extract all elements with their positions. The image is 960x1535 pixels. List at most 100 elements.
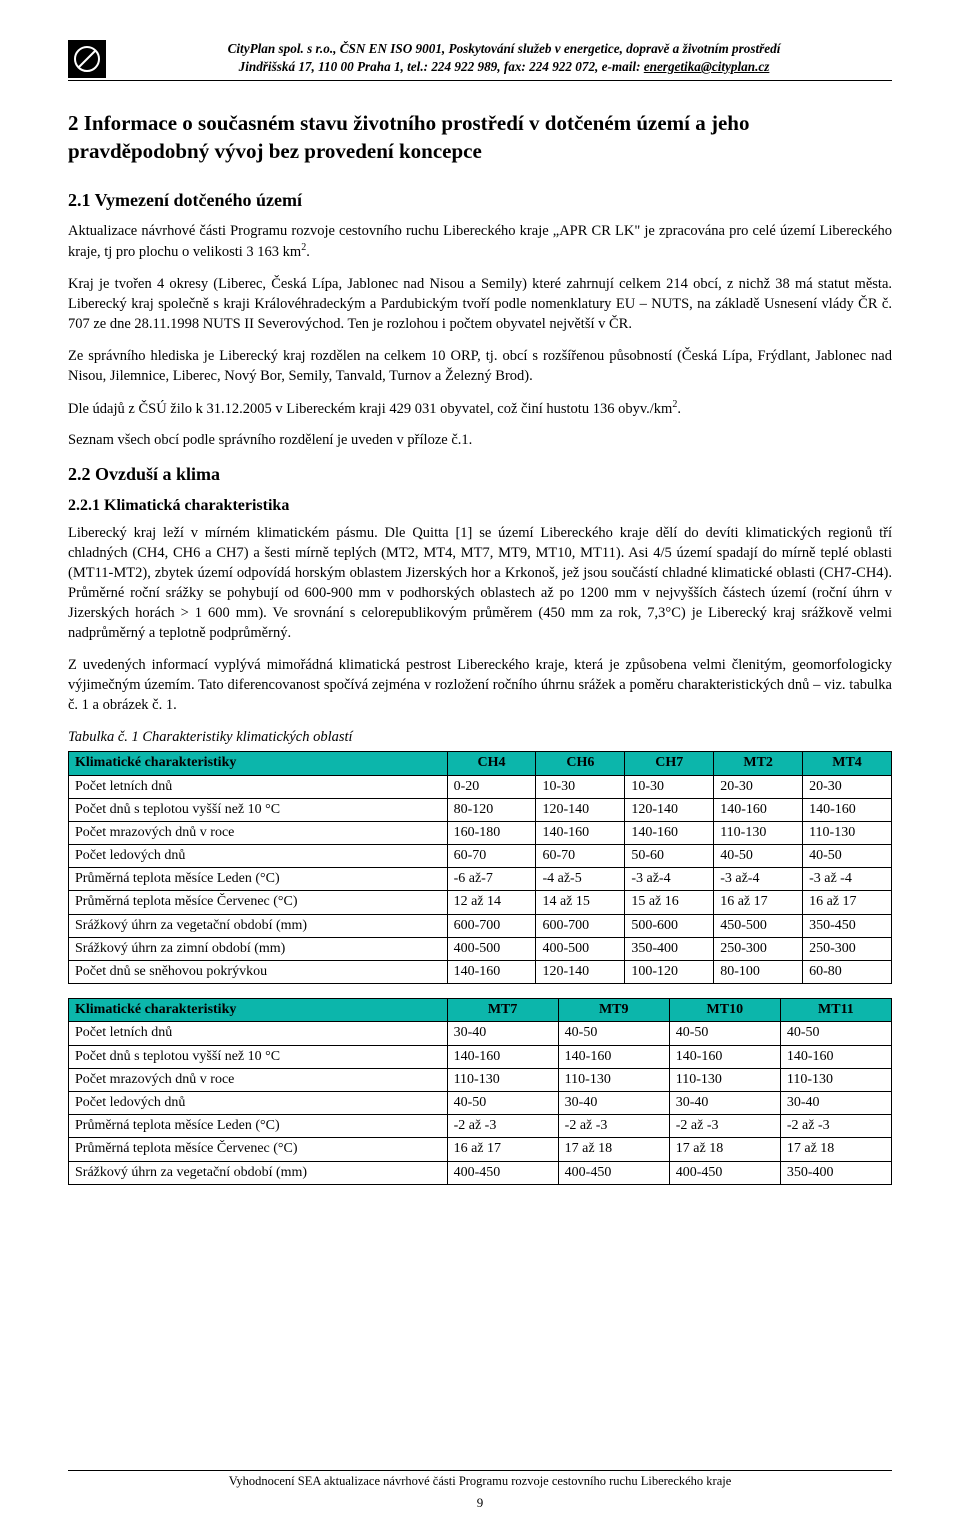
header-line1: CityPlan spol. s r.o., ČSN EN ISO 9001, … xyxy=(228,41,781,56)
table-cell: 400-500 xyxy=(447,937,536,960)
para-5: Seznam všech obcí podle správního rozděl… xyxy=(68,430,892,450)
table-row: Průměrná teplota měsíce Červenec (°C)12 … xyxy=(69,891,892,914)
table-cell: 140-160 xyxy=(714,798,803,821)
table-row: Počet mrazových dnů v roce 110-130110-130… xyxy=(69,1068,892,1091)
para-3: Ze správního hlediska je Liberecký kraj … xyxy=(68,346,892,386)
table-cell: 15 až 16 xyxy=(625,891,714,914)
table-row: Srážkový úhrn za zimní období (mm)400-50… xyxy=(69,937,892,960)
table-cell: 450-500 xyxy=(714,914,803,937)
table-cell: 40-50 xyxy=(714,845,803,868)
table-cell: Průměrná teplota měsíce Leden (°C) xyxy=(69,1115,448,1138)
para-4-a: Dle údajů z ČSÚ žilo k 31.12.2005 v Libe… xyxy=(68,400,672,416)
table-cell: 0-20 xyxy=(447,775,536,798)
table-header-cell: CH7 xyxy=(625,752,714,775)
table-row: Počet letních dnů0-2010-3010-3020-3020-3… xyxy=(69,775,892,798)
page: CityPlan spol. s r.o., ČSN EN ISO 9001, … xyxy=(0,0,960,1535)
table-cell: 600-700 xyxy=(536,914,625,937)
table-row: Průměrná teplota měsíce Červenec (°C)16 … xyxy=(69,1138,892,1161)
section-2-title: 2 Informace o současném stavu životního … xyxy=(68,109,892,166)
para-1: Aktualizace návrhové části Programu rozv… xyxy=(68,221,892,262)
table-cell: Srážkový úhrn za zimní období (mm) xyxy=(69,937,448,960)
para-1-a: Aktualizace návrhové části Programu rozv… xyxy=(68,223,892,260)
table-cell: 60-70 xyxy=(447,845,536,868)
table-cell: 14 až 15 xyxy=(536,891,625,914)
table-cell: 110-130 xyxy=(803,821,892,844)
table-cell: 140-160 xyxy=(803,798,892,821)
section-2-2-1-title: 2.2.1 Klimatická charakteristika xyxy=(68,497,892,515)
table-header-cell: MT9 xyxy=(558,999,669,1022)
table-cell: 16 až 17 xyxy=(714,891,803,914)
table-1-caption: Tabulka č. 1 Charakteristiky klimatickýc… xyxy=(68,727,892,747)
table-header-cell: MT11 xyxy=(780,999,891,1022)
table-cell: 160-180 xyxy=(447,821,536,844)
table-cell: 10-30 xyxy=(536,775,625,798)
table-cell: 350-400 xyxy=(625,937,714,960)
table-cell: Počet mrazových dnů v roce xyxy=(69,821,448,844)
table-cell: 80-120 xyxy=(447,798,536,821)
table-cell: Počet ledových dnů xyxy=(69,1091,448,1114)
table-cell: 60-80 xyxy=(803,961,892,984)
table-cell: 10-30 xyxy=(625,775,714,798)
table-row: Srážkový úhrn za vegetační období (mm)40… xyxy=(69,1161,892,1184)
table-row: Počet dnů s teplotou vyšší než 10 °C140-… xyxy=(69,1045,892,1068)
table-cell: -6 až-7 xyxy=(447,868,536,891)
table-cell: 40-50 xyxy=(780,1022,891,1045)
para-1-b: . xyxy=(306,244,310,260)
table-cell: 50-60 xyxy=(625,845,714,868)
section-2-1-title: 2.1 Vymezení dotčeného území xyxy=(68,190,892,211)
table-cell: 20-30 xyxy=(803,775,892,798)
table-cell: 400-500 xyxy=(536,937,625,960)
table-cell: 17 až 18 xyxy=(669,1138,780,1161)
header-line2-pre: Jindřišská 17, 110 00 Praha 1, tel.: 224… xyxy=(239,59,644,74)
table-cell: 30-40 xyxy=(669,1091,780,1114)
table-cell: 120-140 xyxy=(625,798,714,821)
table-header-cell: CH4 xyxy=(447,752,536,775)
table-cell: 110-130 xyxy=(669,1068,780,1091)
table-cell: 400-450 xyxy=(669,1161,780,1184)
table-row: Počet ledových dnů40-5030-4030-4030-40 xyxy=(69,1091,892,1114)
table-cell: -4 až-5 xyxy=(536,868,625,891)
table-cell: 600-700 xyxy=(447,914,536,937)
table-cell: 250-300 xyxy=(714,937,803,960)
table-cell: Počet dnů s teplotou vyšší než 10 °C xyxy=(69,798,448,821)
table-cell: 30-40 xyxy=(780,1091,891,1114)
table-cell: 120-140 xyxy=(536,798,625,821)
table-cell: 17 až 18 xyxy=(558,1138,669,1161)
table-cell: Počet ledových dnů xyxy=(69,845,448,868)
table-cell: 40-50 xyxy=(558,1022,669,1045)
section-2-2-title: 2.2 Ovzduší a klima xyxy=(68,464,892,485)
table-cell: Srážkový úhrn za vegetační období (mm) xyxy=(69,914,448,937)
table-row: Počet letních dnů30-4040-5040-5040-50 xyxy=(69,1022,892,1045)
page-number: 9 xyxy=(68,1495,892,1511)
table-cell: Průměrná teplota měsíce Leden (°C) xyxy=(69,868,448,891)
table-cell: 30-40 xyxy=(447,1022,558,1045)
table-cell: Počet dnů s teplotou vyšší než 10 °C xyxy=(69,1045,448,1068)
table-cell: 140-160 xyxy=(447,961,536,984)
table-cell: 350-400 xyxy=(780,1161,891,1184)
table-row: Srážkový úhrn za vegetační období (mm)60… xyxy=(69,914,892,937)
table-header-cell: MT2 xyxy=(714,752,803,775)
table-cell: Počet mrazových dnů v roce xyxy=(69,1068,448,1091)
table-cell: 17 až 18 xyxy=(780,1138,891,1161)
para-6: Liberecký kraj leží v mírném klimatickém… xyxy=(68,523,892,643)
table-cell: 12 až 14 xyxy=(447,891,536,914)
header-email-link[interactable]: energetika@cityplan.cz xyxy=(644,59,770,74)
table-cell: -2 až -3 xyxy=(669,1115,780,1138)
table-header-cell: MT10 xyxy=(669,999,780,1022)
table-cell: 400-450 xyxy=(558,1161,669,1184)
table-cell: 110-130 xyxy=(714,821,803,844)
table-header-cell: Klimatické charakteristiky xyxy=(69,999,448,1022)
table-cell: 110-130 xyxy=(558,1068,669,1091)
table-cell: 30-40 xyxy=(558,1091,669,1114)
para-4: Dle údajů z ČSÚ žilo k 31.12.2005 v Libe… xyxy=(68,398,892,419)
table-cell: -2 až -3 xyxy=(447,1115,558,1138)
table-cell: Průměrná teplota měsíce Červenec (°C) xyxy=(69,1138,448,1161)
table-cell: 140-160 xyxy=(447,1045,558,1068)
para-2: Kraj je tvořen 4 okresy (Liberec, Česká … xyxy=(68,274,892,334)
table-cell: 60-70 xyxy=(536,845,625,868)
table-cell: -3 až-4 xyxy=(714,868,803,891)
table-cell: -3 až -4 xyxy=(803,868,892,891)
table-cell: 40-50 xyxy=(447,1091,558,1114)
table-cell: Srážkový úhrn za vegetační období (mm) xyxy=(69,1161,448,1184)
table-cell: 400-450 xyxy=(447,1161,558,1184)
